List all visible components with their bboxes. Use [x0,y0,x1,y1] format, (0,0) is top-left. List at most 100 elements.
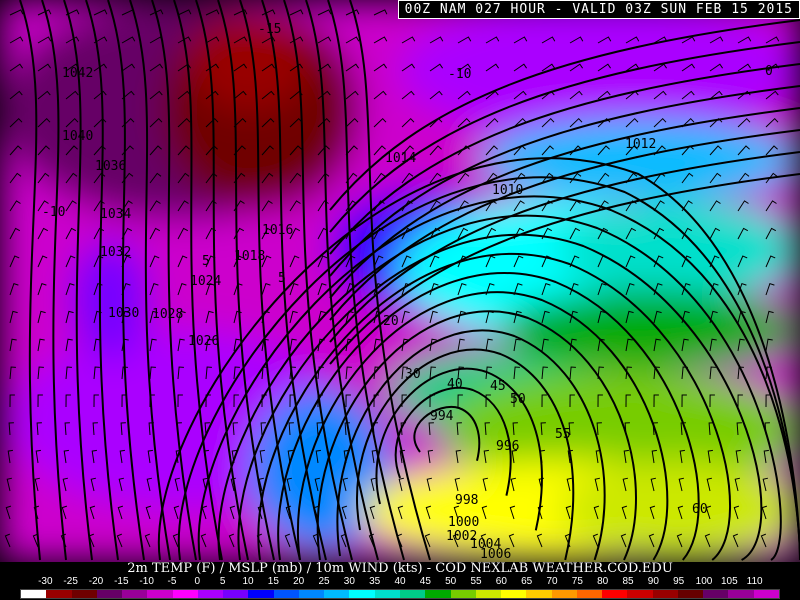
wind-barb [345,338,353,352]
wind-barb [457,282,467,296]
wind-barb [513,338,521,352]
wind-barb [345,227,357,240]
legend-swatch [526,590,552,598]
wind-barb [93,117,107,128]
wind-barb [597,338,605,352]
wind-barb [205,255,216,268]
wind-barb [201,505,208,520]
wind-barb [625,117,639,128]
isobar-label: 996 [496,439,519,454]
isotherm-label: -10 [42,205,65,220]
isobar-label: 1012 [625,137,656,152]
wind-barb [7,449,13,464]
wind-barb [429,36,444,44]
wind-barb [121,172,134,184]
wind-barb [594,477,601,492]
wind-barb [681,282,691,296]
wind-barb [91,449,97,464]
isobar-label: 1030 [108,306,139,321]
wind-barb [737,90,751,100]
wind-barb [317,90,331,100]
wind-barb [9,227,21,240]
wind-barb [737,117,751,128]
legend-swatch [298,590,325,598]
wind-barb [205,227,217,240]
wind-barb [511,449,517,464]
wind-barb [653,282,663,296]
wind-barb [9,255,20,268]
wind-barb [485,200,497,212]
legend-tick-label: 90 [647,576,659,587]
wind-barb [457,394,463,408]
wind-barb [121,200,133,212]
wind-barb [649,505,656,520]
wind-barb [93,90,107,100]
wind-barb [625,63,640,72]
wind-barb [734,477,741,492]
wind-barb [345,9,360,16]
wind-barb [429,310,438,324]
wind-barb [653,36,668,44]
wind-barb [765,366,772,380]
wind-barb [513,36,528,44]
wind-barb [401,145,414,156]
wind-barb [120,422,126,436]
wind-barb [289,9,304,16]
wind-barb [653,366,660,380]
wind-barb [429,90,443,100]
wind-barb [93,36,108,44]
wind-barb [145,505,152,520]
wind-barb [37,394,43,408]
wind-barb [93,310,102,324]
wind-barb [65,338,73,352]
wind-barb [261,9,276,16]
wind-barb [177,310,186,324]
wind-barb [202,477,209,492]
wind-barb [709,36,724,44]
wind-barb [37,338,45,352]
wind-barb [261,36,276,44]
wind-barb [65,117,79,128]
wind-barb [761,505,768,520]
isobar-line [413,405,481,462]
isobar-label: 1016 [262,223,293,238]
isobar-line [151,0,197,561]
wind-barb [513,117,527,128]
wind-barb [342,477,349,492]
wind-barb [261,200,273,212]
isobar-line [329,19,800,211]
wind-barb [344,422,350,436]
wind-barb [65,255,76,268]
wind-barb [261,227,273,240]
wind-barb [177,282,187,296]
wind-barb [121,90,135,100]
wind-barb [373,282,383,296]
isotherm-label: 50 [510,392,526,407]
wind-barb [93,255,104,268]
wind-barb [510,477,517,492]
wind-barb [429,63,444,72]
legend-swatch [652,590,678,598]
wind-barb [569,227,581,240]
wind-barb [37,172,50,184]
legend-swatch [21,590,47,598]
legend-tick-label: 80 [597,576,609,587]
isotherm-label: 45 [490,379,506,394]
legend-caption: 2m TEMP (F) / MSLP (mb) / 10m WIND (kts)… [127,561,673,576]
wind-barb [233,9,248,16]
wind-barb [256,533,263,548]
wind-barb [146,477,153,492]
wind-barb [121,394,127,408]
wind-barb [8,422,14,436]
wind-barb [177,366,184,380]
wind-barb [456,422,462,436]
wind-barb [261,90,275,100]
wind-barb [765,63,780,72]
wind-barb [457,145,470,156]
wind-barb [149,282,159,296]
wind-barb [653,394,659,408]
wind-barb [37,36,52,44]
wind-barb [401,90,415,100]
wind-barb [285,505,292,520]
wind-barb [429,338,437,352]
